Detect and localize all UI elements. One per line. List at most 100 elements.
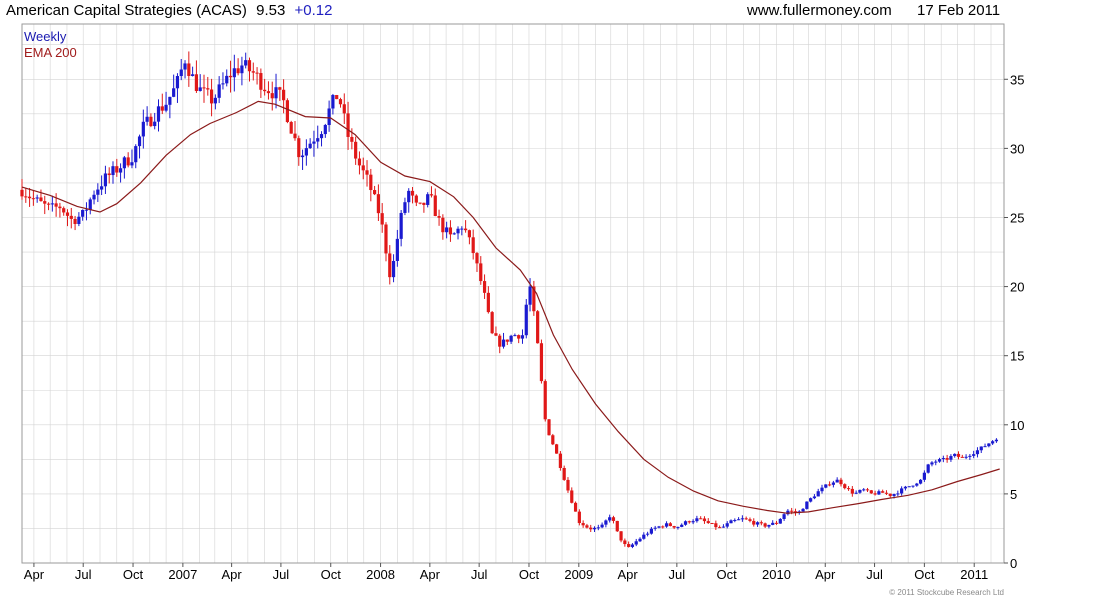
candle-body <box>183 63 187 70</box>
candle-body <box>979 446 983 451</box>
candle-body <box>426 194 430 205</box>
candle-body <box>289 122 293 134</box>
candle-body <box>801 508 805 512</box>
candle-body <box>547 419 551 436</box>
title-change: +0.12 <box>294 2 332 19</box>
candle-body <box>846 488 851 490</box>
x-tick-label: Apr <box>24 567 45 582</box>
candle-body <box>225 75 229 84</box>
candle-body <box>145 116 149 122</box>
candle-body <box>691 521 695 523</box>
candle-body <box>702 518 707 522</box>
candle-body <box>395 238 399 261</box>
y-axis-ticks: 0 5 10 15 20 25 30 35 <box>1004 72 1024 571</box>
candle-body <box>308 143 312 149</box>
candle-body <box>820 487 824 492</box>
candle-body <box>43 201 47 204</box>
candle-body <box>464 228 468 231</box>
candle-body <box>213 97 217 104</box>
x-tick-label: 2008 <box>366 567 395 582</box>
candle-body <box>827 484 832 486</box>
candle-body <box>589 527 593 530</box>
candle-body <box>911 485 915 487</box>
candle-body <box>991 441 995 444</box>
legend-weekly: Weekly <box>24 29 67 44</box>
candle-body <box>228 75 233 78</box>
candle-body <box>956 453 961 457</box>
candle-body <box>831 482 835 485</box>
candle-body <box>24 196 28 198</box>
candle-body <box>376 194 381 214</box>
candle-body <box>581 523 585 526</box>
candle-body <box>968 455 972 457</box>
candle-body <box>725 523 729 527</box>
candle-body <box>816 491 820 497</box>
candle-body <box>615 520 619 532</box>
candle-body <box>972 454 976 456</box>
candle-body <box>619 531 623 541</box>
candle-body <box>316 138 320 142</box>
candle-body <box>501 339 506 347</box>
candle-body <box>69 215 73 219</box>
candle-body <box>695 518 699 522</box>
candle-body <box>536 311 540 344</box>
candle-body <box>27 196 32 199</box>
candle-body <box>202 87 206 89</box>
candle-body <box>168 96 172 105</box>
candle-body <box>964 456 968 458</box>
candle-body <box>577 511 581 524</box>
candle-body <box>46 203 51 205</box>
y-tick-label: 5 <box>1010 487 1017 502</box>
x-tick-label: 2011 <box>960 567 988 582</box>
candle-body <box>543 381 547 420</box>
candle-body <box>137 136 142 147</box>
candle-body <box>251 71 255 73</box>
candle-body <box>744 518 748 520</box>
candle-body <box>460 228 464 230</box>
candle-body <box>869 490 873 494</box>
candle-body <box>736 519 741 521</box>
chart-title: American Capital Strategies (ACAS) 9.53 … <box>6 2 332 19</box>
candle-body <box>767 524 771 527</box>
candle-body <box>881 491 885 493</box>
candle-body <box>118 168 123 173</box>
candle-body <box>505 339 509 342</box>
candle-body <box>740 518 744 520</box>
candle-body <box>331 95 335 109</box>
candle-body <box>418 202 422 204</box>
candle-body <box>297 138 301 158</box>
candle-body <box>513 335 517 337</box>
x-tick-label: Oct <box>321 567 342 582</box>
candle-body <box>809 498 813 502</box>
candle-body <box>907 486 911 488</box>
candle-body <box>528 286 532 305</box>
candle-body <box>600 524 604 528</box>
candle-body <box>232 68 236 78</box>
candle-body <box>335 95 339 100</box>
candle-body <box>854 492 858 494</box>
candle-body <box>244 60 248 66</box>
candle-body <box>471 237 475 254</box>
candle-body <box>384 224 388 254</box>
candle-body <box>266 91 271 94</box>
candle-body <box>475 253 479 264</box>
candle-body <box>824 484 828 488</box>
date-label: 17 Feb 2011 <box>917 2 1000 19</box>
candle-body <box>259 73 263 90</box>
candle-body <box>115 166 119 173</box>
candle-body <box>729 520 733 524</box>
candle-body <box>357 158 362 166</box>
y-tick-label: 25 <box>1010 210 1024 225</box>
candle-body <box>755 522 760 525</box>
candle-body <box>103 173 108 187</box>
candle-body <box>714 523 718 528</box>
plot-frame <box>21 23 1005 564</box>
y-tick-label: 10 <box>1010 418 1024 433</box>
candle-body <box>433 195 437 217</box>
candle-body <box>452 233 456 235</box>
candle-body <box>361 165 365 171</box>
candle-body <box>39 197 43 202</box>
candle-body <box>960 456 964 458</box>
x-tick-label: 2010 <box>762 567 791 582</box>
